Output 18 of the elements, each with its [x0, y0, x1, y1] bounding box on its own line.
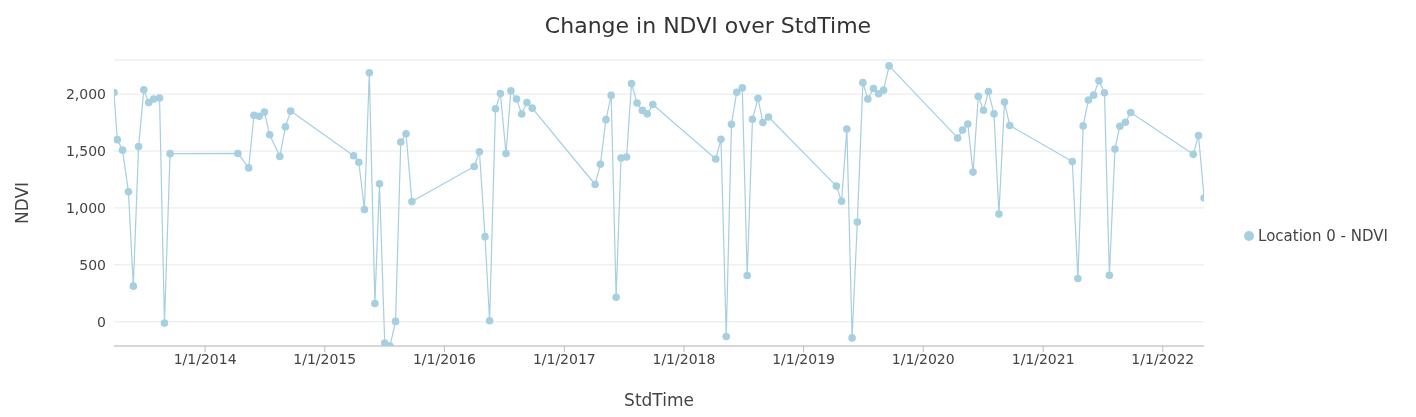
- y-tick-label: 1,000: [65, 199, 106, 216]
- x-tick-label: 1/1/2018: [652, 350, 716, 367]
- legend-label: Location 0 - NDVI: [1258, 226, 1388, 245]
- x-tick-label: 1/1/2019: [772, 350, 836, 367]
- y-tick-label: 500: [79, 256, 106, 273]
- chart-title: Change in NDVI over StdTime: [543, 12, 873, 40]
- x-tick-label: 1/1/2014: [173, 350, 237, 367]
- x-tick-label: 1/1/2015: [293, 350, 357, 367]
- y-tick-label: 1,500: [65, 143, 106, 160]
- x-tick-label: 1/1/2016: [412, 350, 476, 367]
- x-tick-label: 1/1/2022: [1131, 350, 1195, 367]
- x-tick-label: 1/1/2017: [532, 350, 596, 367]
- x-tick-label: 1/1/2021: [1011, 350, 1075, 367]
- y-axis-title: NDVI: [12, 181, 33, 225]
- y-tick-label: 2,000: [65, 86, 106, 103]
- x-tick-label: 1/1/2020: [891, 350, 955, 367]
- y-tick-label: 0: [97, 313, 106, 330]
- x-axis-title: StdTime: [624, 390, 694, 410]
